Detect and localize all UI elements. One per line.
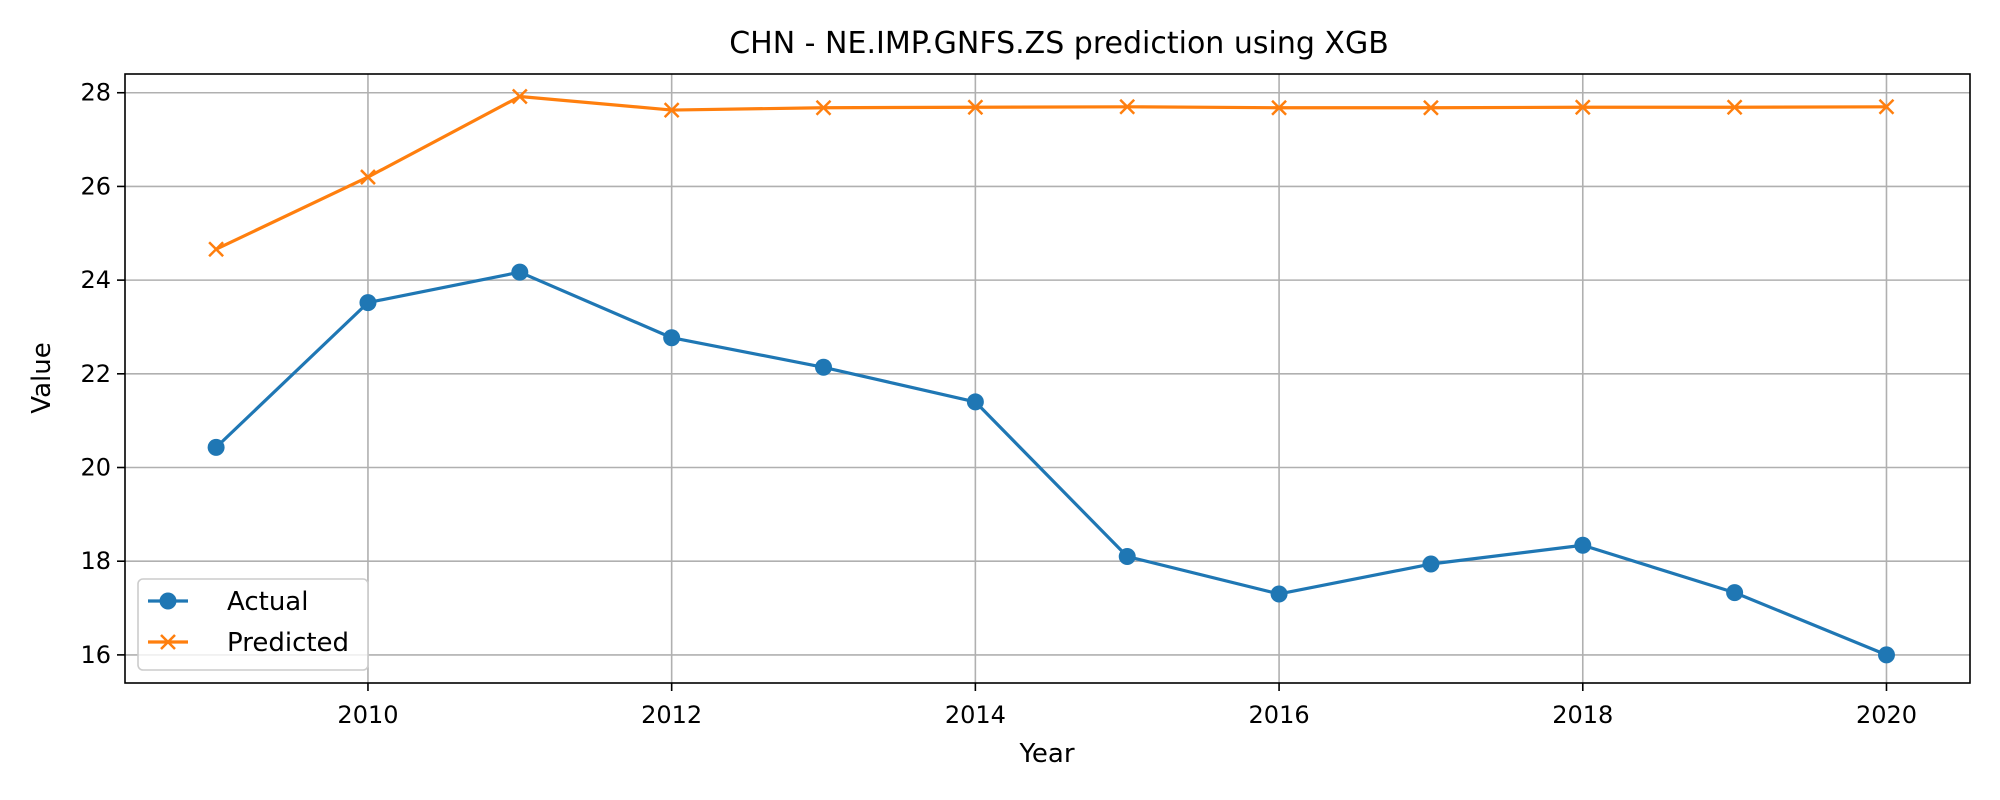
actual-point [1726, 584, 1744, 602]
predicted-point [967, 99, 984, 116]
predicted-point [1423, 99, 1439, 116]
predicted-series [208, 88, 1895, 258]
plot-area-frame [124, 73, 1971, 684]
actual-line [215, 270, 1888, 657]
predicted-point [1119, 98, 1136, 115]
actual-point [1574, 536, 1592, 554]
y-tick-label: 28 [80, 79, 111, 107]
y-tick-label: 22 [80, 360, 111, 388]
x-tick-label: 2014 [945, 701, 1006, 729]
x-axis-label: Year [1018, 739, 1074, 769]
actual-point [1877, 646, 1895, 664]
legend-frame [137, 578, 369, 671]
actual-point [359, 294, 377, 312]
y-tick-label: 24 [80, 266, 111, 294]
predicted-point [208, 241, 224, 258]
predicted-line [215, 94, 1887, 251]
legend-label-actual: Actual [227, 587, 308, 617]
legend-item-predicted: Predicted [148, 628, 349, 658]
y-tick-label: 18 [80, 547, 111, 575]
x-tick-label: 2016 [1249, 701, 1310, 729]
actual-point [1422, 555, 1440, 573]
grid [125, 74, 1970, 683]
x-tick-label: 2012 [641, 701, 702, 729]
predicted-point [815, 99, 832, 116]
actual-point [511, 263, 529, 281]
actual-point [663, 329, 681, 347]
x-tick-label: 2020 [1856, 701, 1917, 729]
predicted-point [1271, 99, 1287, 116]
predicted-point [1574, 99, 1591, 116]
predicted-point [1878, 98, 1895, 115]
chart-title: CHN - NE.IMP.GNFS.ZS prediction using XG… [729, 26, 1389, 61]
actual-point [1270, 585, 1288, 603]
y-tick-label: 20 [80, 454, 111, 482]
legend-marker-actual [159, 592, 177, 610]
x-tick-label: 2010 [337, 701, 398, 729]
actual-series [207, 263, 1895, 664]
actual-point [1118, 548, 1136, 566]
y-tick-label: 26 [80, 172, 111, 200]
legend-label-predicted: Predicted [227, 628, 349, 658]
predicted-point [1726, 99, 1743, 116]
legend-item-actual: Actual [148, 587, 308, 617]
y-axis-label: Value [27, 342, 57, 413]
y-tick-label: 16 [80, 641, 111, 669]
actual-point [207, 438, 225, 456]
x-axis: 2010 2012 2014 2016 2018 2020 [337, 683, 1917, 729]
series-layer [207, 88, 1895, 664]
predicted-point [511, 88, 528, 105]
actual-point [966, 393, 984, 411]
predicted-point [360, 169, 376, 185]
legend-marker-predicted [160, 634, 176, 650]
legend: Actual Predicted [137, 578, 369, 671]
actual-point [815, 358, 833, 376]
y-axis: 16 18 20 22 24 26 28 [80, 79, 125, 669]
x-tick-label: 2018 [1552, 701, 1613, 729]
predicted-point [663, 102, 680, 118]
